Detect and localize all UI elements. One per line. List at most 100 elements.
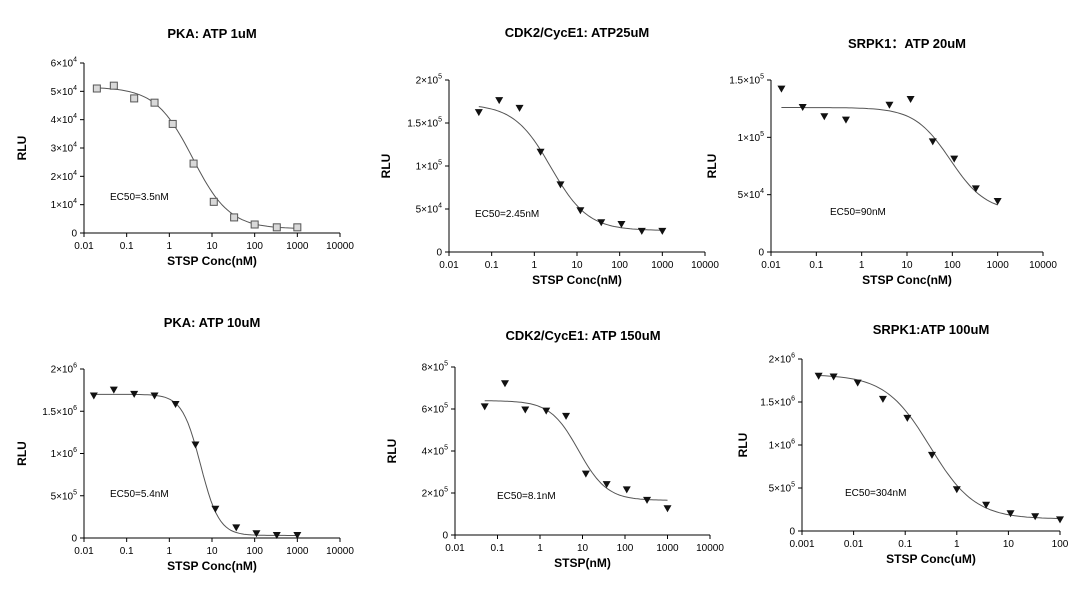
x-tick-label: 0.01 [844, 539, 864, 550]
x-axis-label: STSP(nM) [554, 556, 611, 570]
x-tick-label: 0.1 [809, 260, 823, 271]
x-tick-label: 0.1 [898, 539, 912, 550]
data-point [903, 414, 912, 422]
x-tick-label: 100 [944, 260, 961, 271]
y-axis-label: RLU [736, 433, 750, 458]
y-tick-label: 6×104 [51, 57, 78, 70]
data-point [927, 451, 936, 459]
data-point [663, 505, 672, 513]
chart-panel-4: PKA: ATP 10uM 0.01 0.1 1 10 100 1000 10000 0 5×10… [15, 315, 354, 573]
chart-title: CDK2/CycE1: ATP25uM [505, 25, 649, 40]
data-point [1056, 516, 1064, 524]
data-point [495, 97, 504, 105]
x-tick-label: 1000 [286, 546, 309, 557]
chart-panel-3: SRPK1：ATP 20uM 0.01 0.1 1 10 100 1000 10000 0 5×1… [705, 36, 1057, 287]
ec50-annotation: EC50=8.1nM [497, 491, 556, 502]
x-tick-label: 1 [532, 260, 538, 271]
data-point [562, 412, 571, 420]
data-point [293, 531, 302, 539]
x-tick-label: 10000 [326, 546, 354, 557]
data-point [474, 109, 483, 117]
x-tick-label: 0.01 [74, 241, 94, 252]
data-point [952, 486, 961, 494]
data-point [542, 407, 551, 415]
x-tick-label: 100 [246, 241, 263, 252]
data-point [191, 441, 200, 449]
data-point [581, 470, 590, 478]
x-tick-label: 10000 [326, 241, 354, 252]
data-point [617, 220, 626, 228]
data-point [1031, 513, 1040, 521]
y-tick-label: 1.5×106 [42, 405, 77, 418]
data-point [130, 390, 139, 398]
data-point [130, 94, 139, 103]
x-tick-label: 1 [859, 260, 865, 271]
data-point [814, 372, 823, 380]
data-point [230, 213, 239, 222]
data-point [777, 85, 786, 93]
data-point [150, 392, 159, 400]
x-tick-label: 1 [167, 546, 173, 557]
data-point [798, 104, 807, 112]
x-axis-label: STSP Conc(nM) [167, 559, 257, 573]
x-tick-label: 1000 [656, 543, 679, 554]
chart-title: PKA: ATP 1uM [167, 26, 256, 41]
x-tick-label: 0.1 [491, 543, 505, 554]
data-point [556, 181, 565, 189]
x-tick-label: 100 [246, 546, 263, 557]
chart-title: SRPK1:ATP 100uM [873, 322, 990, 337]
data-point [602, 481, 611, 489]
x-tick-label: 10 [206, 546, 218, 557]
y-tick-label: 2×106 [51, 363, 78, 376]
ec50-annotation: EC50=3.5nM [110, 192, 169, 203]
x-tick-label: 100 [617, 543, 634, 554]
y-tick-label: 5×104 [416, 203, 443, 216]
y-tick-label: 0 [436, 248, 442, 259]
y-tick-label: 0 [789, 527, 795, 538]
data-point [993, 198, 1002, 206]
x-tick-label: 1000 [651, 260, 674, 271]
x-tick-label: 10 [206, 241, 218, 252]
x-axis-label: STSP Conc(nM) [862, 273, 952, 287]
data-point [820, 113, 829, 121]
x-tick-label: 0.01 [439, 260, 459, 271]
x-tick-label: 0.1 [485, 260, 499, 271]
fit-curve [93, 393, 298, 536]
data-point [250, 220, 259, 229]
y-tick-label: 8×105 [422, 361, 449, 374]
x-tick-label: 0.01 [761, 260, 781, 271]
y-tick-label: 2×105 [416, 74, 443, 87]
data-point [928, 138, 937, 146]
data-point [878, 395, 887, 403]
y-tick-label: 3×104 [51, 142, 78, 155]
ec50-annotation: EC50=5.4nM [110, 489, 169, 500]
data-point [622, 486, 631, 494]
x-tick-label: 1000 [286, 241, 309, 252]
y-tick-label: 1×105 [738, 131, 765, 144]
y-axis-label: RLU [15, 441, 29, 466]
data-point [89, 392, 98, 400]
x-axis-label: STSP Conc(uM) [886, 552, 976, 566]
data-point [841, 116, 850, 124]
chart-panel-5: CDK2/CycE1: ATP 150uM 0.01 0.1 1 10 100 1000 10… [385, 328, 724, 570]
y-tick-label: 5×105 [769, 482, 796, 495]
x-tick-label: 1 [167, 241, 173, 252]
chart-panel-1: PKA: ATP 1uM 0.01 0.1 1 10 100 1000 10000 0 1×104… [15, 26, 354, 268]
data-point [92, 84, 101, 93]
chart-title: SRPK1：ATP 20uM [848, 36, 966, 51]
y-tick-label: 1.5×105 [729, 74, 764, 87]
data-point [950, 155, 959, 163]
x-tick-label: 10 [1003, 539, 1015, 550]
y-axis-label: RLU [15, 136, 29, 161]
y-axis-label: RLU [385, 439, 399, 464]
y-tick-label: 1×106 [769, 439, 796, 452]
x-tick-label: 10 [901, 260, 913, 271]
x-axis-label: STSP Conc(nM) [532, 273, 622, 287]
y-tick-label: 1×104 [51, 198, 78, 211]
data-point [109, 81, 118, 90]
chart-panel-6: SRPK1:ATP 100uM 0.001 0.01 0.1 1 10 100 0 5×105 1… [736, 322, 1069, 566]
y-tick-label: 2×106 [769, 353, 796, 366]
data-point [189, 159, 198, 168]
x-tick-label: 10000 [691, 260, 719, 271]
